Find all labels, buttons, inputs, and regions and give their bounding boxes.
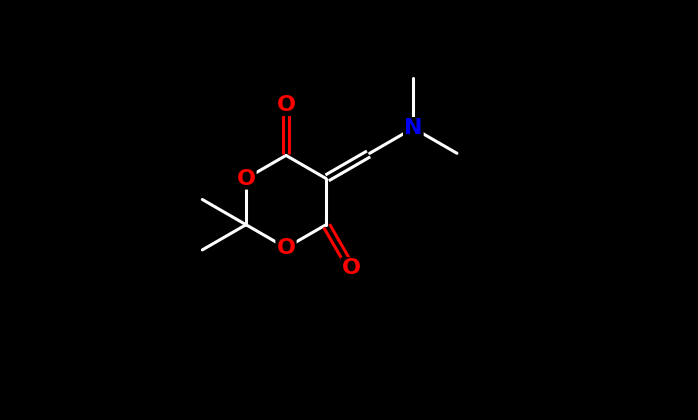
Text: N: N (404, 118, 422, 138)
Text: O: O (276, 95, 295, 115)
Text: O: O (342, 258, 361, 278)
Text: O: O (237, 168, 255, 189)
Text: O: O (276, 238, 295, 258)
